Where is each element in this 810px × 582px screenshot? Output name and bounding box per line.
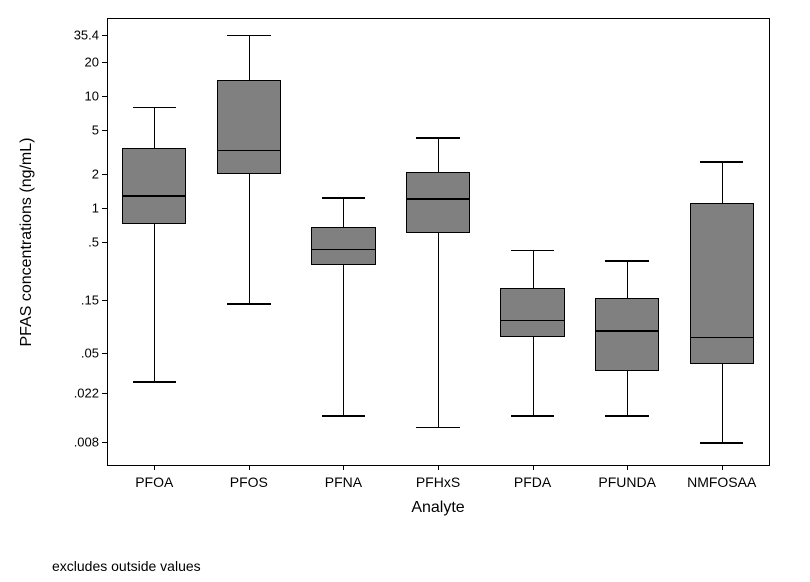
whisker-cap-upper bbox=[416, 137, 460, 139]
whisker-upper bbox=[438, 137, 439, 172]
y-tick bbox=[102, 242, 107, 243]
y-tick bbox=[102, 130, 107, 131]
y-tick-label: .15 bbox=[81, 292, 99, 307]
y-tick-label: 1 bbox=[92, 200, 99, 215]
whisker-upper bbox=[154, 107, 155, 149]
box bbox=[500, 288, 564, 336]
median-line bbox=[311, 249, 375, 251]
whisker-cap-lower bbox=[511, 415, 555, 417]
x-tick-label: PFDA bbox=[514, 474, 551, 490]
y-tick-label: 2 bbox=[92, 167, 99, 182]
whisker-cap-lower bbox=[416, 427, 460, 429]
x-tick-label: PFHxS bbox=[416, 474, 460, 490]
figure-container: PFAS concentrations (ng/mL) Analyte excl… bbox=[0, 0, 810, 582]
y-tick-label: 10 bbox=[85, 89, 99, 104]
y-tick-label: 35.4 bbox=[74, 27, 99, 42]
x-tick bbox=[343, 465, 344, 470]
x-tick bbox=[627, 465, 628, 470]
y-tick bbox=[102, 300, 107, 301]
x-tick bbox=[438, 465, 439, 470]
whisker-cap-lower bbox=[322, 415, 366, 417]
y-tick bbox=[102, 96, 107, 97]
median-line bbox=[690, 337, 754, 339]
y-tick bbox=[102, 208, 107, 209]
y-tick bbox=[102, 174, 107, 175]
box bbox=[406, 172, 470, 234]
whisker-lower bbox=[627, 371, 628, 415]
box bbox=[217, 80, 281, 174]
median-line bbox=[122, 195, 186, 197]
y-axis-line bbox=[107, 18, 108, 465]
y-tick bbox=[102, 35, 107, 36]
y-tick-label: .008 bbox=[74, 435, 99, 450]
whisker-upper bbox=[343, 197, 344, 227]
chart-note: excludes outside values bbox=[52, 558, 201, 574]
x-tick bbox=[249, 465, 250, 470]
whisker-lower bbox=[722, 364, 723, 442]
whisker-cap-upper bbox=[700, 161, 744, 163]
whisker-cap-upper bbox=[227, 35, 271, 37]
whisker-upper bbox=[249, 35, 250, 80]
y-tick-label: .022 bbox=[74, 386, 99, 401]
whisker-cap-upper bbox=[511, 250, 555, 252]
y-tick bbox=[102, 393, 107, 394]
x-tick-label: PFNA bbox=[325, 474, 362, 490]
y-tick-label: .5 bbox=[88, 234, 99, 249]
x-tick bbox=[722, 465, 723, 470]
y-tick-label: .05 bbox=[81, 346, 99, 361]
y-tick-label: 5 bbox=[92, 122, 99, 137]
y-tick bbox=[102, 442, 107, 443]
median-line bbox=[595, 330, 659, 332]
box bbox=[690, 203, 754, 364]
whisker-cap-lower bbox=[133, 381, 177, 383]
whisker-cap-lower bbox=[605, 415, 649, 417]
x-tick-label: PFOA bbox=[135, 474, 173, 490]
whisker-cap-lower bbox=[227, 303, 271, 305]
whisker-lower bbox=[343, 265, 344, 415]
median-line bbox=[217, 150, 281, 152]
whisker-lower bbox=[438, 233, 439, 426]
x-axis-title: Analyte bbox=[411, 499, 464, 517]
whisker-lower bbox=[154, 224, 155, 382]
median-line bbox=[500, 320, 564, 322]
y-tick-label: 20 bbox=[85, 55, 99, 70]
whisker-upper bbox=[627, 260, 628, 298]
whisker-upper bbox=[722, 161, 723, 203]
box bbox=[595, 298, 659, 370]
whisker-lower bbox=[533, 337, 534, 415]
x-tick-label: PFUNDA bbox=[598, 474, 656, 490]
y-tick bbox=[102, 353, 107, 354]
box bbox=[122, 148, 186, 223]
whisker-cap-upper bbox=[322, 197, 366, 199]
box bbox=[311, 227, 375, 265]
whisker-cap-upper bbox=[605, 260, 649, 262]
y-tick bbox=[102, 62, 107, 63]
whisker-upper bbox=[533, 250, 534, 288]
x-tick-label: PFOS bbox=[230, 474, 268, 490]
x-tick-label: NMFOSAA bbox=[687, 474, 756, 490]
median-line bbox=[406, 198, 470, 200]
y-axis-title: PFAS concentrations (ng/mL) bbox=[18, 137, 36, 346]
x-tick bbox=[154, 465, 155, 470]
whisker-cap-lower bbox=[700, 442, 744, 444]
whisker-cap-upper bbox=[133, 107, 177, 109]
x-tick bbox=[533, 465, 534, 470]
whisker-lower bbox=[249, 174, 250, 303]
